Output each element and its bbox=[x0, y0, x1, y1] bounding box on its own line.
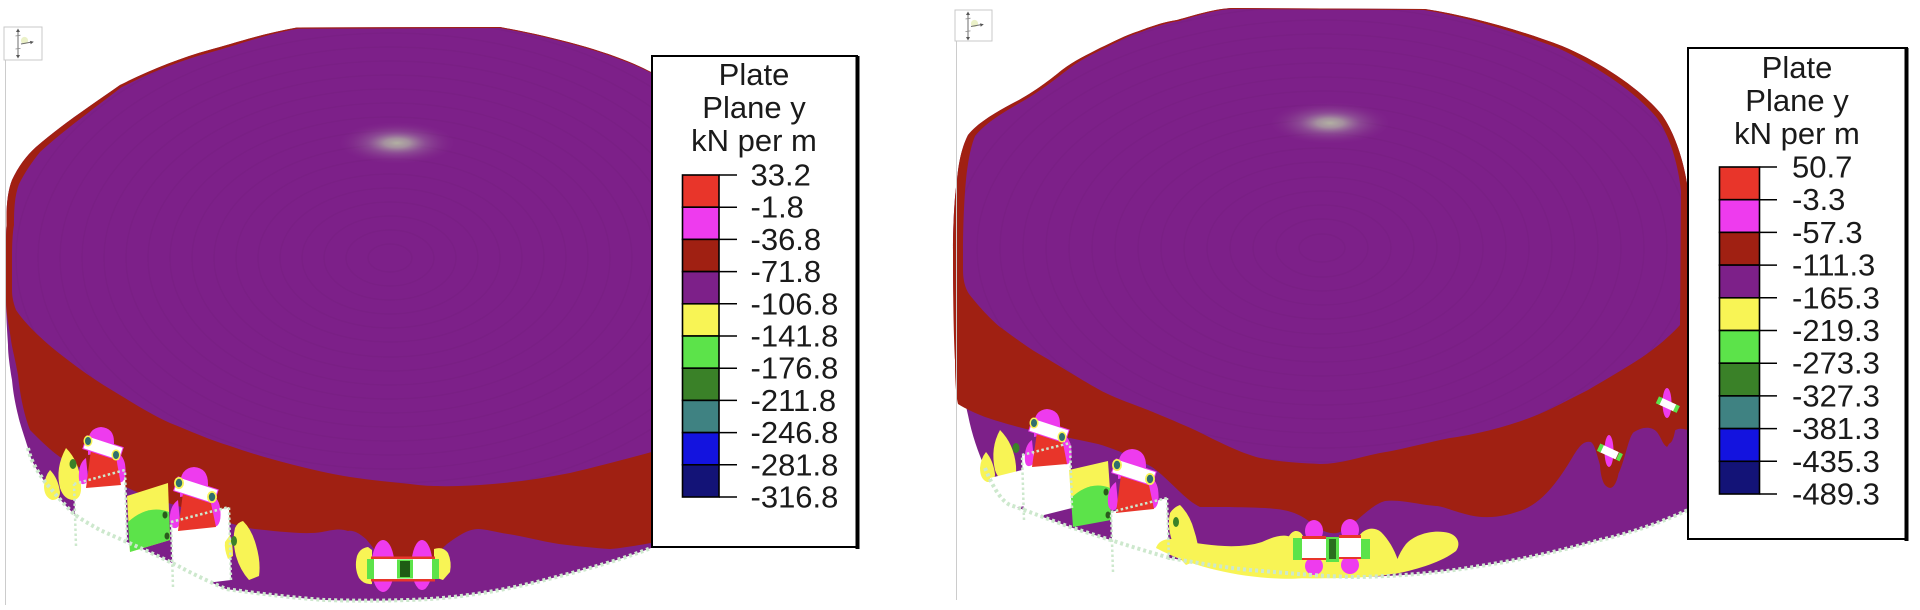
svg-text:50.7: 50.7 bbox=[1792, 150, 1852, 185]
svg-text:-111.3: -111.3 bbox=[1792, 248, 1875, 283]
svg-text:-71.8: -71.8 bbox=[751, 254, 822, 289]
svg-text:-165.3: -165.3 bbox=[1792, 280, 1880, 315]
svg-text:-211.8: -211.8 bbox=[751, 383, 837, 418]
svg-text:Plane y: Plane y bbox=[702, 90, 806, 125]
svg-text:-246.8: -246.8 bbox=[751, 415, 839, 450]
svg-text:-489.3: -489.3 bbox=[1792, 477, 1880, 512]
svg-text:Plate: Plate bbox=[1762, 50, 1833, 85]
svg-text:-381.3: -381.3 bbox=[1792, 411, 1880, 446]
svg-text:kN per m: kN per m bbox=[691, 123, 817, 158]
svg-text:-141.8: -141.8 bbox=[751, 319, 839, 354]
svg-text:33.2: 33.2 bbox=[751, 158, 811, 193]
svg-text:-316.8: -316.8 bbox=[751, 480, 839, 515]
svg-text:-219.3: -219.3 bbox=[1792, 313, 1880, 348]
svg-text:-36.8: -36.8 bbox=[751, 222, 822, 257]
svg-text:-57.3: -57.3 bbox=[1792, 215, 1863, 250]
svg-text:kN per m: kN per m bbox=[1734, 116, 1860, 151]
svg-text:-176.8: -176.8 bbox=[751, 351, 839, 386]
svg-text:Plate: Plate bbox=[719, 57, 790, 92]
svg-text:-435.3: -435.3 bbox=[1792, 444, 1880, 479]
svg-text:-3.3: -3.3 bbox=[1792, 182, 1845, 217]
svg-text:-273.3: -273.3 bbox=[1792, 346, 1880, 381]
svg-text:-281.8: -281.8 bbox=[751, 447, 839, 482]
svg-text:-1.8: -1.8 bbox=[751, 190, 804, 225]
svg-text:-327.3: -327.3 bbox=[1792, 378, 1880, 413]
svg-text:Plane y: Plane y bbox=[1745, 83, 1849, 118]
svg-text:-106.8: -106.8 bbox=[751, 286, 839, 321]
